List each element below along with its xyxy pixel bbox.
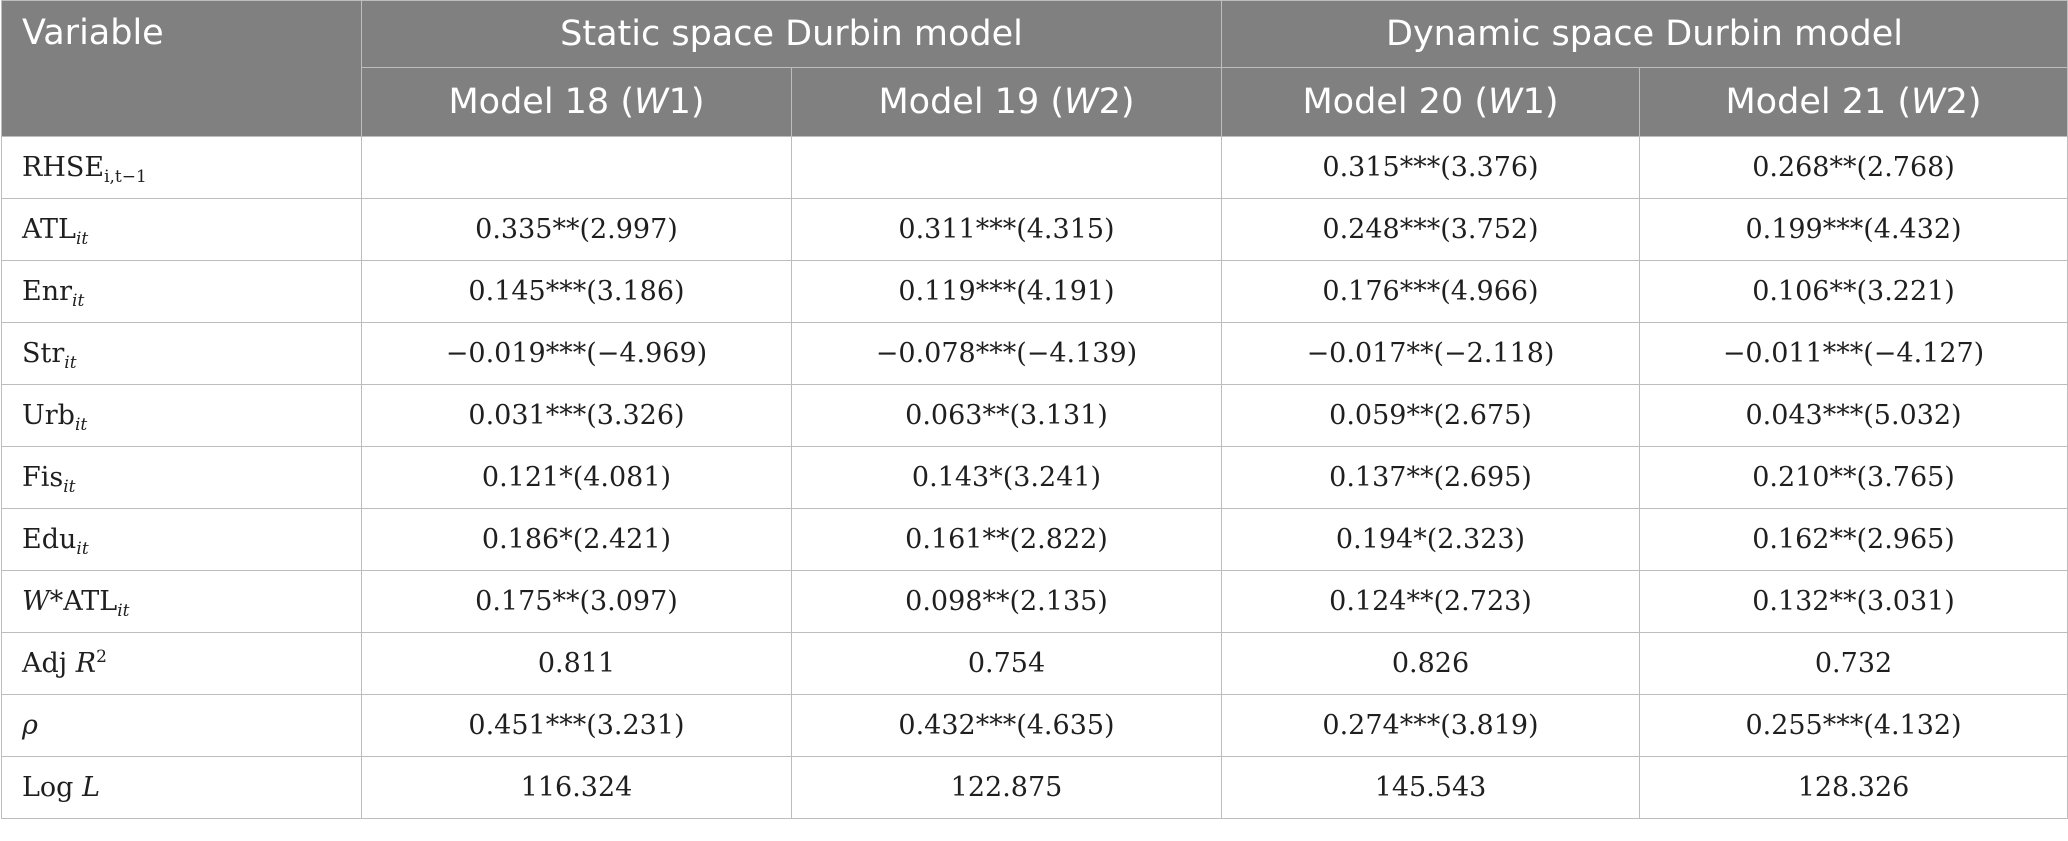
variable-cell: Strit [1, 322, 362, 385]
value-cell: 0.255***(4.132) [1639, 694, 2068, 757]
value-cell: 145.543 [1221, 756, 1641, 819]
regression-results-table: Variable Static space Durbin model Dynam… [1, 0, 2068, 819]
value-cell: 0.186*(2.421) [361, 508, 792, 571]
value-cell: 0.732 [1639, 632, 2068, 695]
value-cell: 122.875 [790, 756, 1223, 819]
variable-cell: ATLit [1, 198, 362, 261]
value-cell: 0.811 [361, 632, 792, 695]
variable-cell: Adj R2 [1, 632, 362, 695]
header-model-19: Model 19 (W2) [790, 67, 1223, 137]
table-row: W*ATLit 0.175**(3.097) 0.098**(2.135) 0.… [1, 570, 2068, 633]
value-cell: 0.826 [1221, 632, 1641, 695]
table-row: Log L 116.324 122.875 145.543 128.326 [1, 756, 2068, 819]
value-cell: 0.176***(4.966) [1221, 260, 1641, 323]
value-cell [361, 136, 792, 199]
value-cell: 0.175**(3.097) [361, 570, 792, 633]
value-cell: 0.132**(3.031) [1639, 570, 2068, 633]
value-cell: 0.199***(4.432) [1639, 198, 2068, 261]
table-row: RHSEi,t−1 0.315***(3.376) 0.268**(2.768) [1, 136, 2068, 199]
variable-cell: ρ [1, 694, 362, 757]
variable-cell: Urbit [1, 384, 362, 447]
variable-cell: Log L [1, 756, 362, 819]
value-cell: 0.210**(3.765) [1639, 446, 2068, 509]
table-row: Fisit 0.121*(4.081) 0.143*(3.241) 0.137*… [1, 446, 2068, 509]
value-cell: 0.137**(2.695) [1221, 446, 1641, 509]
value-cell: 0.315***(3.376) [1221, 136, 1641, 199]
header-static-model: Static space Durbin model [360, 0, 1223, 68]
value-cell: 0.145***(3.186) [361, 260, 792, 323]
table-row: Urbit 0.031***(3.326) 0.063**(3.131) 0.0… [1, 384, 2068, 447]
value-cell: 0.432***(4.635) [790, 694, 1223, 757]
value-cell: −0.017**(−2.118) [1221, 322, 1641, 385]
table-row: ATLit 0.335**(2.997) 0.311***(4.315) 0.2… [1, 198, 2068, 261]
variable-cell: Enrit [1, 260, 362, 323]
value-cell: −0.078***(−4.139) [790, 322, 1223, 385]
value-cell: −0.019***(−4.969) [361, 322, 792, 385]
variable-cell: Fisit [1, 446, 362, 509]
value-cell: 0.031***(3.326) [361, 384, 792, 447]
value-cell: 0.124**(2.723) [1221, 570, 1641, 633]
header-model-21: Model 21 (W2) [1639, 67, 2068, 137]
value-cell: −0.011***(−4.127) [1639, 322, 2068, 385]
value-cell: 0.194*(2.323) [1221, 508, 1641, 571]
value-cell: 116.324 [361, 756, 792, 819]
value-cell: 0.059**(2.675) [1221, 384, 1641, 447]
table-row: Adj R2 0.811 0.754 0.826 0.732 [1, 632, 2068, 695]
value-cell: 0.451***(3.231) [361, 694, 792, 757]
table-header: Variable Static space Durbin model Dynam… [1, 0, 2068, 137]
value-cell: 0.311***(4.315) [790, 198, 1223, 261]
value-cell: 0.063**(3.131) [790, 384, 1223, 447]
value-cell: 0.268**(2.768) [1639, 136, 2068, 199]
value-cell: 0.161**(2.822) [790, 508, 1223, 571]
table-body: RHSEi,t−1 0.315***(3.376) 0.268**(2.768)… [1, 136, 2068, 819]
value-cell: 0.119***(4.191) [790, 260, 1223, 323]
value-cell: 0.754 [790, 632, 1223, 695]
header-variable: Variable [1, 0, 362, 137]
table-row: Enrit 0.145***(3.186) 0.119***(4.191) 0.… [1, 260, 2068, 323]
value-cell: 0.248***(3.752) [1221, 198, 1641, 261]
value-cell [790, 136, 1223, 199]
value-cell: 0.106**(3.221) [1639, 260, 2068, 323]
header-model-20: Model 20 (W1) [1221, 67, 1641, 137]
value-cell: 0.335**(2.997) [361, 198, 792, 261]
header-dynamic-model: Dynamic space Durbin model [1221, 0, 2068, 68]
value-cell: 0.098**(2.135) [790, 570, 1223, 633]
variable-cell: W*ATLit [1, 570, 362, 633]
variable-cell: RHSEi,t−1 [1, 136, 362, 199]
table-row: Eduit 0.186*(2.421) 0.161**(2.822) 0.194… [1, 508, 2068, 571]
table-row: Strit −0.019***(−4.969) −0.078***(−4.139… [1, 322, 2068, 385]
header-model-18: Model 18 (W1) [361, 67, 792, 137]
value-cell: 0.121*(4.081) [361, 446, 792, 509]
value-cell: 0.274***(3.819) [1221, 694, 1641, 757]
value-cell: 0.043***(5.032) [1639, 384, 2068, 447]
value-cell: 128.326 [1639, 756, 2068, 819]
table-row: ρ 0.451***(3.231) 0.432***(4.635) 0.274*… [1, 694, 2068, 757]
value-cell: 0.162**(2.965) [1639, 508, 2068, 571]
variable-cell: Eduit [1, 508, 362, 571]
value-cell: 0.143*(3.241) [790, 446, 1223, 509]
